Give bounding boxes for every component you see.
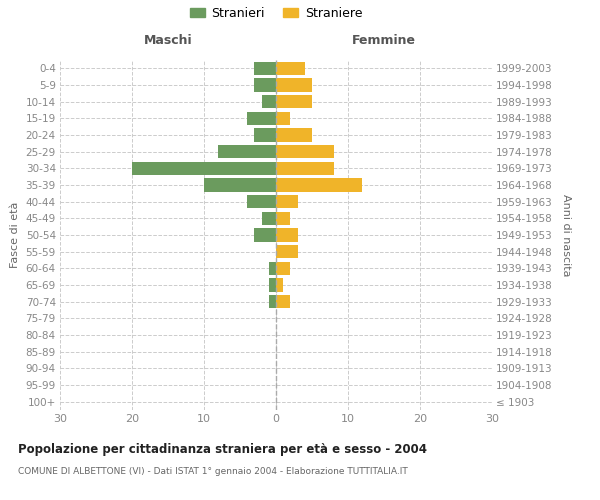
Bar bbox=[276, 195, 298, 208]
Bar bbox=[276, 78, 312, 92]
Bar bbox=[262, 95, 276, 108]
Bar bbox=[276, 62, 305, 75]
Bar bbox=[276, 262, 290, 275]
Bar bbox=[254, 128, 276, 141]
Bar bbox=[276, 145, 334, 158]
Text: Femmine: Femmine bbox=[352, 34, 416, 46]
Bar bbox=[276, 178, 362, 192]
Bar bbox=[269, 295, 276, 308]
Bar bbox=[254, 228, 276, 241]
Bar bbox=[218, 145, 276, 158]
Bar bbox=[204, 178, 276, 192]
Bar bbox=[269, 278, 276, 291]
Bar bbox=[247, 112, 276, 125]
Bar bbox=[276, 162, 334, 175]
Bar bbox=[247, 195, 276, 208]
Text: Popolazione per cittadinanza straniera per età e sesso - 2004: Popolazione per cittadinanza straniera p… bbox=[18, 442, 427, 456]
Bar bbox=[276, 228, 298, 241]
Bar bbox=[276, 128, 312, 141]
Y-axis label: Anni di nascita: Anni di nascita bbox=[561, 194, 571, 276]
Bar bbox=[254, 62, 276, 75]
Bar bbox=[276, 245, 298, 258]
Bar bbox=[276, 278, 283, 291]
Bar bbox=[262, 212, 276, 225]
Bar bbox=[132, 162, 276, 175]
Bar bbox=[276, 112, 290, 125]
Y-axis label: Fasce di età: Fasce di età bbox=[10, 202, 20, 268]
Bar bbox=[276, 212, 290, 225]
Bar bbox=[269, 262, 276, 275]
Text: Maschi: Maschi bbox=[143, 34, 193, 46]
Legend: Stranieri, Straniere: Stranieri, Straniere bbox=[190, 7, 362, 20]
Bar bbox=[276, 95, 312, 108]
Text: COMUNE DI ALBETTONE (VI) - Dati ISTAT 1° gennaio 2004 - Elaborazione TUTTITALIA.: COMUNE DI ALBETTONE (VI) - Dati ISTAT 1°… bbox=[18, 468, 408, 476]
Bar bbox=[254, 78, 276, 92]
Bar bbox=[276, 295, 290, 308]
